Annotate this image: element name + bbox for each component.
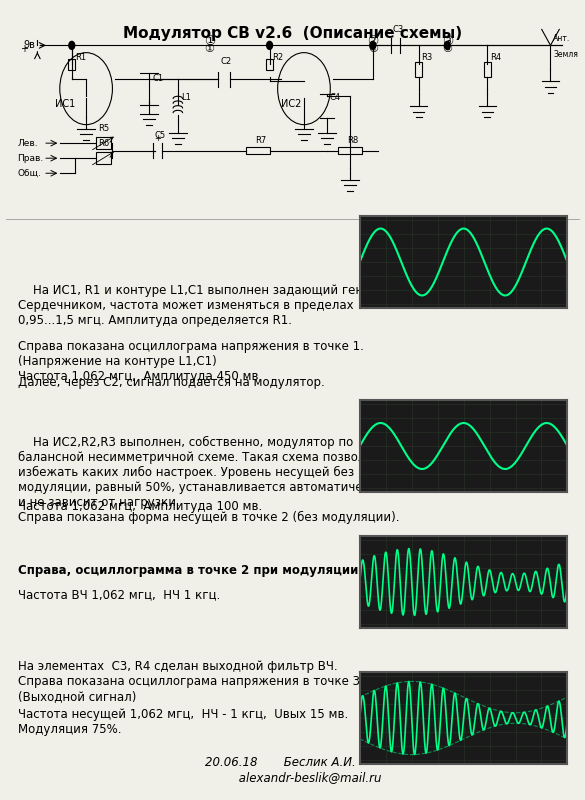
Text: C3: C3	[393, 26, 404, 34]
Text: R3: R3	[422, 54, 433, 62]
Text: На элементах  С3, R4 сделан выходной фильтр ВЧ.
Справа показана осциллограма нап: На элементах С3, R4 сделан выходной филь…	[18, 660, 363, 703]
Text: ③: ③	[442, 45, 452, 54]
Text: Частота несущей 1,062 мгц,  НЧ - 1 кгц,  Uвых 15 мв.
Модуляция 75%.: Частота несущей 1,062 мгц, НЧ - 1 кгц, U…	[18, 708, 348, 736]
Text: ②: ②	[367, 35, 378, 48]
Text: На ИС2,R2,R3 выполнен, собственно, модулятор по
балансной несимметричной схеме. : На ИС2,R2,R3 выполнен, собственно, модул…	[18, 436, 399, 525]
Text: C2: C2	[221, 58, 232, 66]
Text: ИС2: ИС2	[281, 99, 301, 110]
Text: C1: C1	[152, 74, 163, 83]
Text: Справа, осциллограмма в точке 2 при модуляции 60%.: Справа, осциллограмма в точке 2 при моду…	[18, 564, 395, 577]
Bar	[484, 62, 491, 78]
Circle shape	[267, 42, 273, 50]
Text: Справа показана осциллограма напряжения в точке 1.
(Напряжение на контуре L1,С1): Справа показана осциллограма напряжения …	[18, 340, 363, 383]
Text: C5: C5	[155, 130, 166, 139]
Text: ИС1: ИС1	[54, 99, 75, 110]
Bar	[96, 152, 111, 164]
Text: +: +	[20, 44, 28, 54]
Text: R2: R2	[273, 54, 284, 62]
Bar	[338, 147, 362, 154]
Text: R7: R7	[255, 136, 266, 145]
Bar	[68, 58, 75, 70]
Text: Ант.: Ант.	[553, 34, 570, 43]
Bar	[415, 62, 422, 78]
Text: ②: ②	[368, 45, 378, 54]
Text: +: +	[154, 134, 160, 143]
Text: R4: R4	[490, 54, 501, 62]
Text: R8: R8	[347, 136, 358, 145]
Bar	[96, 137, 111, 149]
Text: ①: ①	[204, 35, 215, 48]
Text: Общ.: Общ.	[18, 169, 41, 178]
Bar	[246, 147, 270, 154]
Text: Лев.: Лев.	[18, 138, 38, 148]
Text: Далее, через С2, сигнал подаётся на модулятор.: Далее, через С2, сигнал подаётся на моду…	[18, 376, 324, 389]
Text: ③: ③	[442, 35, 453, 48]
Text: 20.06.18       Беслик А.И.
         alexandr-beslik@mail.ru: 20.06.18 Беслик А.И. alexandr-beslik@mai…	[205, 756, 381, 784]
Circle shape	[69, 42, 75, 50]
Circle shape	[445, 42, 450, 50]
Bar	[266, 58, 273, 70]
Text: Прав.: Прав.	[18, 154, 43, 162]
Text: Частота ВЧ 1,062 мгц,  НЧ 1 кгц.: Частота ВЧ 1,062 мгц, НЧ 1 кгц.	[18, 588, 220, 601]
Text: 9в: 9в	[23, 40, 35, 50]
Circle shape	[370, 42, 376, 50]
Text: Земля: Земля	[553, 50, 579, 59]
Text: R5: R5	[98, 124, 109, 133]
Text: C4: C4	[330, 93, 341, 102]
Text: R1: R1	[75, 54, 86, 62]
Text: ①: ①	[204, 45, 214, 54]
Text: R6: R6	[98, 139, 109, 148]
Text: Модулятор СВ v2.6  (Описание схемы): Модулятор СВ v2.6 (Описание схемы)	[123, 26, 462, 41]
Text: Частота 1,062 мгц,  Амплитуда 100 мв.: Частота 1,062 мгц, Амплитуда 100 мв.	[18, 500, 262, 513]
Text: L1: L1	[181, 93, 191, 102]
Text: На ИС1, R1 и контуре L1,С1 выполнен задающий генератор.
Сердечником, частота мож: На ИС1, R1 и контуре L1,С1 выполнен зада…	[18, 284, 410, 327]
